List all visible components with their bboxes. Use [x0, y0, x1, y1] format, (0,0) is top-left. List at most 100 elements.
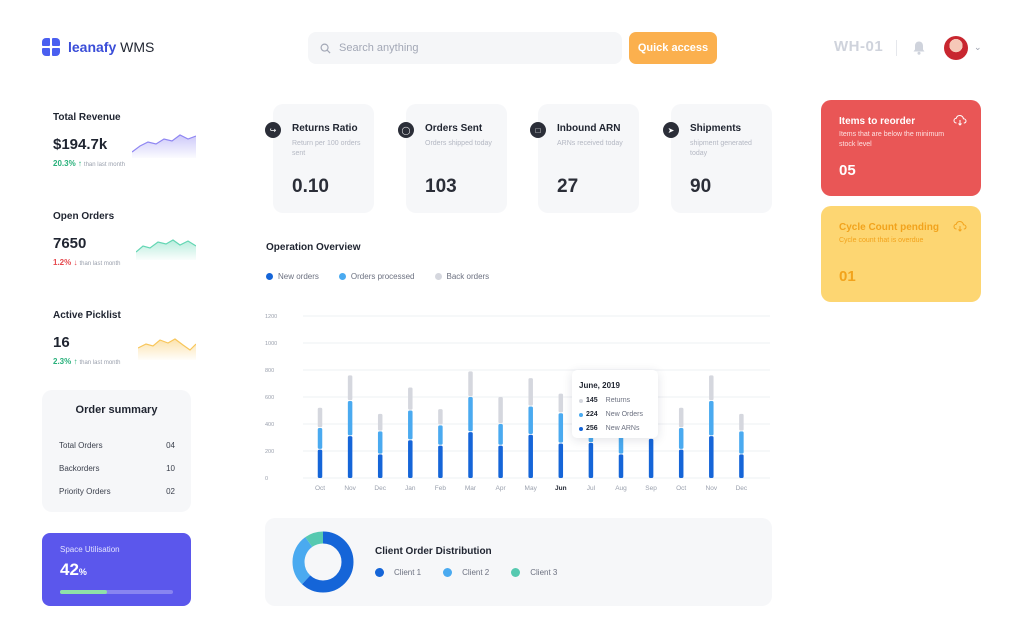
stat-change: 1.2% ↓ than last month: [53, 258, 121, 267]
kpi-value: 90: [690, 176, 712, 197]
bar-segment: [498, 445, 503, 478]
bar-segment: [528, 434, 533, 478]
y-tick-label: 600: [265, 395, 274, 401]
stat-title: Active Picklist: [53, 310, 121, 321]
arrow-up-icon: ↑: [73, 357, 78, 366]
bar-segment: [317, 449, 323, 478]
bar-segment: [347, 375, 353, 401]
legend-item[interactable]: New orders: [266, 272, 319, 281]
kpi-desc: Return per 100 orders sent: [292, 140, 361, 157]
summary-row[interactable]: Backorders 10: [59, 464, 175, 473]
space-utilisation-card: Space Utilisation 42%: [42, 533, 191, 606]
client-distribution-card: Client Order Distribution Client 1 Clien…: [265, 518, 772, 606]
legend-item[interactable]: Back orders: [434, 272, 489, 281]
bar-segment: [678, 449, 684, 478]
cloud-download-icon[interactable]: [953, 114, 967, 126]
legend-dot: [375, 568, 384, 577]
donut-slice: [292, 531, 354, 593]
kpi-title: Returns Ratio: [292, 123, 358, 134]
document-icon: □: [530, 122, 546, 138]
bar-segment: [558, 393, 564, 413]
legend-dot: [434, 273, 442, 280]
bell-icon[interactable]: [912, 40, 926, 56]
stat-title: Open Orders: [53, 211, 115, 222]
order-summary-card: Order summary Total Orders 04 Backorders 1…: [42, 390, 191, 512]
search-input[interactable]: [339, 42, 589, 54]
avatar[interactable]: [944, 36, 968, 60]
distribution-title: Client Order Distribution: [375, 546, 492, 557]
chart-tooltip: June, 2019 145 Returns 224 New Orders 25…: [572, 370, 658, 438]
kpi-inbound-arn[interactable]: □ Inbound ARN ARNs received today 27: [530, 104, 639, 213]
bar-segment: [468, 432, 473, 478]
legend-dot: [511, 568, 521, 577]
overview-legend: New orders Orders processed Back orders: [266, 272, 489, 281]
x-tick-label: Aug: [615, 485, 627, 492]
quick-access-button[interactable]: Quick access: [629, 32, 717, 64]
kpi-value: 0.10: [292, 176, 329, 197]
tooltip-dot: [579, 412, 583, 417]
order-summary-title: Order summary: [75, 404, 158, 416]
bar-segment: [739, 413, 744, 431]
bar-segment: [468, 397, 473, 432]
cycle-count-card[interactable]: Cycle Count pending Cycle count that is …: [821, 206, 981, 302]
stat-value: 16: [53, 334, 70, 351]
bar-segment: [739, 431, 744, 454]
summary-row[interactable]: Total Orders 04: [59, 441, 175, 450]
box-icon: ◯: [398, 122, 414, 138]
y-tick-label: 0: [265, 476, 268, 482]
x-tick-label: May: [525, 485, 538, 492]
legend-item[interactable]: Client 3: [511, 568, 557, 577]
alert-desc: Items that are below the minimum stock l…: [839, 131, 945, 149]
bar-segment: [528, 406, 533, 434]
tooltip-row: 256 New ARNs: [579, 425, 639, 432]
tooltip-row: 145 Returns: [579, 397, 630, 404]
y-tick-label: 1000: [265, 341, 277, 347]
space-label: Space Utilisation: [60, 545, 120, 554]
picklist-sparkline: [138, 338, 196, 360]
bar-segment: [468, 371, 473, 397]
summary-row[interactable]: Priority Orders 02: [59, 487, 175, 496]
bar-segment: [588, 442, 594, 478]
alert-desc: Cycle count that is overdue: [839, 237, 924, 244]
bar-segment: [528, 378, 533, 406]
items-to-reorder-card[interactable]: Items to reorder Items that are below th…: [821, 100, 981, 196]
legend-dot: [443, 568, 453, 577]
alert-title: Items to reorder: [839, 116, 916, 127]
kpi-value: 103: [425, 176, 457, 197]
bar-segment: [317, 407, 323, 428]
legend-item[interactable]: Orders processed: [338, 272, 415, 281]
kpi-title: Inbound ARN: [557, 123, 621, 134]
space-progress-fill: [60, 590, 108, 594]
x-tick-label: Sep: [645, 485, 657, 492]
alert-value: 05: [839, 162, 856, 179]
space-progress-bar: [60, 590, 173, 594]
legend-dot: [266, 273, 273, 280]
chevron-down-icon[interactable]: ⌄: [974, 42, 982, 52]
kpi-orders-sent[interactable]: ◯ Orders Sent Orders shipped today 103: [398, 104, 507, 213]
x-tick-label: Mar: [465, 485, 477, 492]
cloud-download-icon[interactable]: [953, 220, 967, 232]
revenue-sparkline: [132, 134, 196, 158]
legend-item[interactable]: Client 1: [375, 568, 421, 577]
kpi-returns-ratio[interactable]: ↪ Returns Ratio Return per 100 orders se…: [265, 104, 374, 213]
bar-segment: [709, 375, 714, 401]
kpi-title: Orders Sent: [425, 123, 483, 134]
y-tick-label: 1200: [265, 314, 277, 320]
overview-title: Operation Overview: [266, 242, 361, 253]
x-tick-label: Dec: [374, 485, 386, 492]
legend-item[interactable]: Client 2: [443, 568, 489, 577]
kpi-desc: shipment generated today: [690, 140, 752, 157]
bar-segment: [498, 397, 503, 424]
warehouse-selector[interactable]: WH-01: [834, 38, 884, 55]
logo-icon: [42, 38, 60, 56]
space-value: 42%: [60, 560, 87, 579]
brand-logo[interactable]: leanafy WMS: [42, 38, 154, 56]
client-donut-chart: [292, 531, 354, 593]
kpi-shipments[interactable]: ➤ Shipments shipment generated today 90: [663, 104, 772, 213]
donut-slice: [292, 531, 354, 593]
return-arrow-icon: ↪: [265, 122, 281, 138]
bar-segment: [347, 401, 353, 436]
bar-segment: [377, 413, 383, 431]
search-box[interactable]: [308, 32, 622, 64]
operation-overview-chart: 0 200 400 600 800 1000 1200 Oct Nov Dec Jan Feb Mar A…: [265, 314, 770, 492]
